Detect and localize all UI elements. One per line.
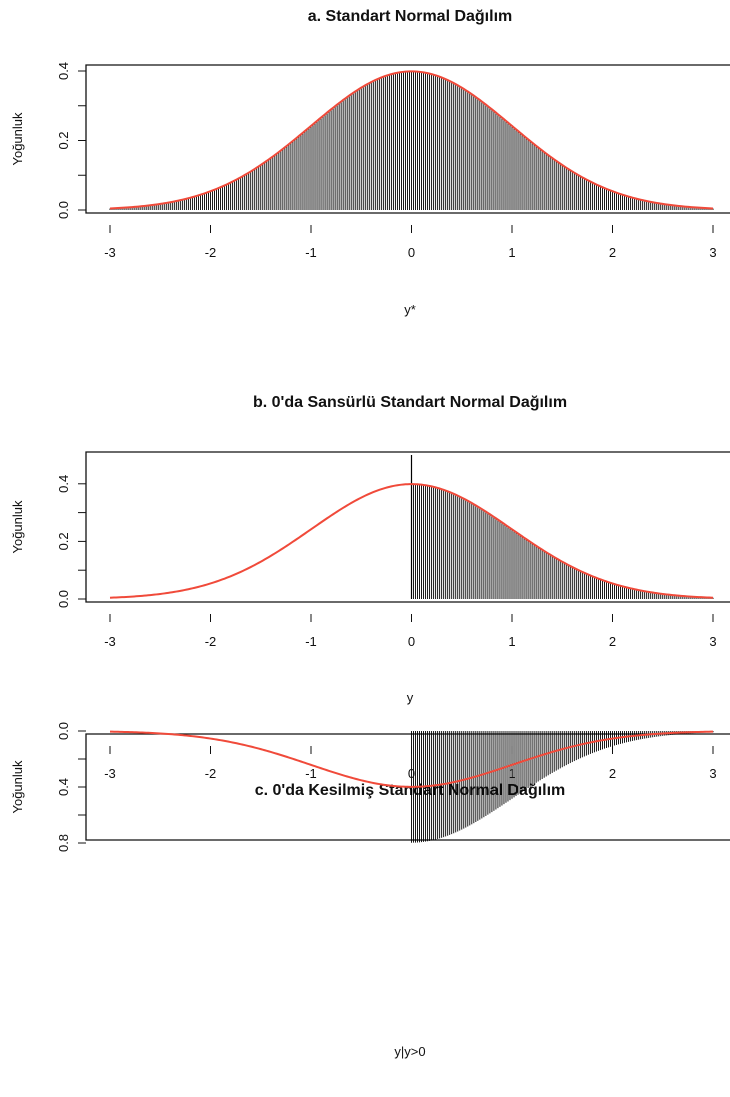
y-tick-label: 0.8 (56, 834, 71, 852)
y-axis-label: Yoğunluk (10, 112, 25, 166)
x-tick-label: 2 (609, 766, 616, 781)
y-tick-label: 0.4 (56, 475, 71, 493)
x-tick-label: 3 (709, 245, 716, 260)
x-tick-label: -2 (205, 245, 217, 260)
y-axis-label: Yoğunluk (10, 760, 25, 814)
x-tick-label: -3 (104, 766, 116, 781)
x-axis-label: y (407, 690, 414, 705)
x-tick-label: 2 (609, 245, 616, 260)
y-tick-label: 0.0 (56, 722, 71, 740)
chart-title: b. 0'da Sansürlü Standart Normal Dağılım (253, 394, 567, 411)
y-axis-label: Yoğunluk (10, 500, 25, 554)
x-axis-label: y|y>0 (394, 1044, 425, 1059)
x-tick-label: -2 (205, 634, 217, 649)
chart-title: c. 0'da Kesilmiş Standart Normal Dağılım (255, 782, 566, 799)
plot-frame (85, 451, 730, 603)
x-tick-label: -3 (104, 634, 116, 649)
x-tick-label: -3 (104, 245, 116, 260)
plot-frame (85, 64, 730, 214)
x-tick-label: -1 (305, 634, 317, 649)
chart-b: b. 0'da Sansürlü Standart Normal Dağılım… (10, 394, 730, 705)
x-tick-label: 3 (709, 766, 716, 781)
y-tick-label: 0.2 (56, 131, 71, 149)
chart-a: a. Standart Normal Dağılım -3 -2 -1 0 1 2 3 y* 0.… (10, 8, 730, 317)
x-axis-label: y* (404, 302, 416, 317)
density-curve (109, 483, 714, 599)
y-tick-label: 0.2 (56, 532, 71, 550)
density-curve (109, 70, 714, 210)
x-tick-label: 1 (508, 634, 515, 649)
y-tick-label: 0.0 (56, 201, 71, 219)
y-tick-label: 0.0 (56, 590, 71, 608)
x-tick-label: -1 (305, 245, 317, 260)
y-tick-label: 0.4 (56, 778, 71, 796)
chart-c: c. 0'da Kesilmiş Standart Normal Dağılım… (10, 722, 730, 1059)
x-tick-label: 2 (609, 634, 616, 649)
x-tick-label: 1 (508, 245, 515, 260)
density-curve (109, 730, 714, 788)
x-tick-label: 0 (408, 245, 415, 260)
y-tick-label: 0.4 (56, 62, 71, 80)
x-tick-label: 0 (408, 766, 415, 781)
x-tick-label: -2 (205, 766, 217, 781)
x-tick-label: -1 (305, 766, 317, 781)
x-tick-label: 0 (408, 634, 415, 649)
x-tick-label: 1 (508, 766, 515, 781)
chart-title: a. Standart Normal Dağılım (308, 8, 513, 25)
x-tick-label: 3 (709, 634, 716, 649)
